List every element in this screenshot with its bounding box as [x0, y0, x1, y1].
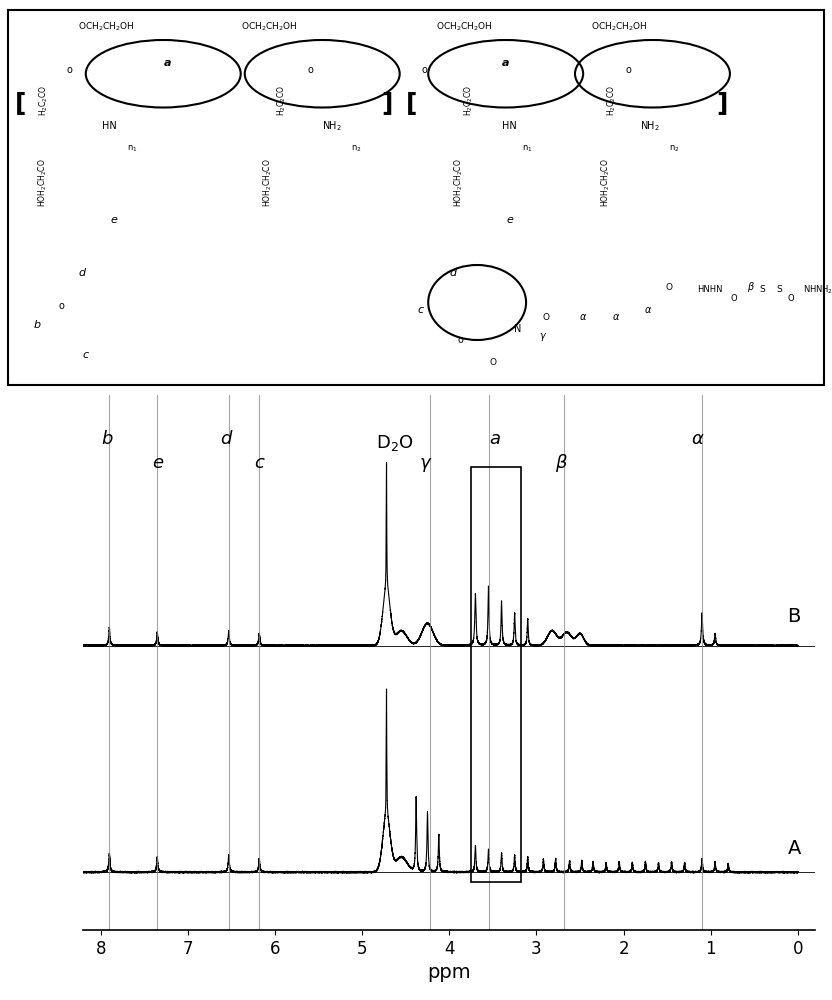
Text: c: c: [417, 305, 423, 315]
Text: α: α: [612, 312, 619, 322]
Text: e: e: [151, 454, 163, 472]
Text: O: O: [490, 358, 497, 367]
Text: N: N: [514, 324, 522, 334]
Text: NHNH$_2$: NHNH$_2$: [804, 283, 832, 296]
Text: o: o: [67, 65, 72, 75]
Text: B: B: [787, 607, 801, 626]
Text: OCH$_2$CH$_2$OH: OCH$_2$CH$_2$OH: [240, 21, 298, 33]
Text: ]: ]: [716, 92, 727, 116]
Text: c: c: [255, 454, 265, 472]
Text: H$_2$C$_2$CO: H$_2$C$_2$CO: [463, 84, 475, 116]
Text: D$_2$O: D$_2$O: [376, 433, 414, 453]
Text: HOH$_2$CH$_2$CO: HOH$_2$CH$_2$CO: [261, 158, 274, 207]
Text: [: [: [15, 92, 27, 116]
Text: NH$_2$: NH$_2$: [322, 119, 342, 133]
Text: c: c: [82, 350, 89, 360]
Text: HOH$_2$CH$_2$CO: HOH$_2$CH$_2$CO: [599, 158, 612, 207]
Text: HOH$_2$CH$_2$CO: HOH$_2$CH$_2$CO: [37, 158, 49, 207]
Text: O: O: [730, 294, 737, 303]
Text: d: d: [449, 267, 456, 277]
Text: o: o: [307, 65, 313, 75]
Text: O: O: [543, 313, 550, 322]
Text: β: β: [747, 282, 754, 292]
Text: OCH$_2$CH$_2$OH: OCH$_2$CH$_2$OH: [77, 21, 135, 33]
Text: n$_1$: n$_1$: [126, 143, 137, 154]
Text: HN: HN: [102, 121, 116, 131]
Text: S: S: [760, 285, 765, 294]
Text: α: α: [691, 430, 704, 448]
Text: HN: HN: [502, 121, 517, 131]
Text: OCH$_2$CH$_2$OH: OCH$_2$CH$_2$OH: [592, 21, 648, 33]
Text: S: S: [776, 285, 782, 294]
Text: O: O: [666, 283, 672, 292]
Text: A: A: [787, 839, 801, 858]
Text: d: d: [220, 430, 232, 448]
Text: OCH$_2$CH$_2$OH: OCH$_2$CH$_2$OH: [436, 21, 493, 33]
Text: o: o: [458, 335, 463, 345]
Text: n$_1$: n$_1$: [522, 143, 532, 154]
Text: a: a: [489, 430, 500, 448]
Text: n$_2$: n$_2$: [669, 143, 679, 154]
Text: H$_2$C$_2$CO: H$_2$C$_2$CO: [606, 84, 618, 116]
Text: α: α: [645, 305, 651, 315]
Text: ]: ]: [382, 92, 394, 116]
Text: o: o: [421, 65, 427, 75]
Text: d: d: [78, 267, 85, 277]
Text: o: o: [625, 65, 631, 75]
Text: O: O: [788, 294, 795, 303]
Text: β: β: [555, 454, 567, 472]
Text: NH$_2$: NH$_2$: [641, 119, 660, 133]
Text: HNHN: HNHN: [697, 285, 723, 294]
Text: γ: γ: [419, 454, 430, 472]
Bar: [471, 467, 521, 882]
Text: b: b: [101, 430, 112, 448]
Text: HOH$_2$CH$_2$CO: HOH$_2$CH$_2$CO: [453, 158, 465, 207]
Text: γ: γ: [539, 331, 545, 341]
Text: [: [: [406, 92, 418, 116]
Text: b: b: [33, 320, 41, 330]
Text: o: o: [58, 301, 64, 311]
Text: e: e: [111, 215, 118, 225]
X-axis label: ppm: ppm: [428, 963, 471, 982]
Text: H$_2$C$_2$CO: H$_2$C$_2$CO: [37, 84, 50, 116]
Text: e: e: [507, 215, 513, 225]
Text: α: α: [580, 312, 587, 322]
Text: n$_2$: n$_2$: [351, 143, 361, 154]
Text: a: a: [502, 57, 509, 68]
Text: H$_2$C$_2$CO: H$_2$C$_2$CO: [275, 84, 288, 116]
Text: a: a: [164, 57, 171, 68]
